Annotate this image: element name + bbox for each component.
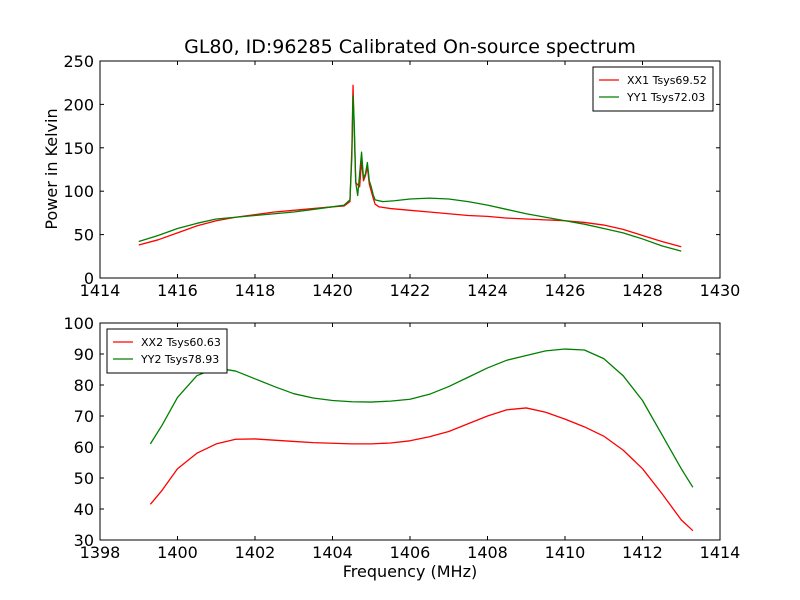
x-tick-label: 1414 [80, 281, 121, 300]
top-panel: 1414 1416 1418 1420 1422 1424 1426 1428 1430 0 50 1… [63, 52, 740, 300]
y-tick-label: 40 [74, 500, 94, 519]
y-tick-label: 30 [74, 531, 94, 550]
x-tick-label: 1428 [622, 281, 663, 300]
top-y-axis-label: Power in Kelvin [42, 108, 61, 229]
x-tick-label: 1412 [622, 543, 663, 562]
legend-label: YY2 Tsys78.93 [140, 353, 219, 366]
y-tick-label: 100 [63, 314, 94, 333]
legend-box [106, 328, 228, 374]
legend: XX2 Tsys60.63 YY2 Tsys78.93 [106, 328, 228, 374]
legend-label: XX2 Tsys60.63 [141, 336, 221, 349]
x-tick-label: 1418 [235, 281, 276, 300]
x-tick-label: 1426 [545, 281, 586, 300]
bottom-x-axis-label: Frequency (MHz) [343, 562, 477, 581]
x-tick-label: 1414 [700, 543, 741, 562]
legend: XX1 Tsys69.52 YY1 Tsys72.03 [592, 66, 714, 112]
y-tick-label: 150 [63, 139, 94, 158]
x-tick-label: 1422 [390, 281, 431, 300]
series-line [149, 407, 694, 532]
chart-title: GL80, ID:96285 Calibrated On-source spec… [184, 36, 636, 58]
y-tick-label: 90 [74, 345, 94, 364]
x-tick-label: 1402 [235, 543, 276, 562]
legend-box [592, 66, 714, 112]
x-tick-label: 1398 [80, 543, 121, 562]
x-tick-label: 1416 [157, 281, 198, 300]
axes-frame [99, 60, 721, 279]
y-tick-label: 0 [84, 269, 94, 288]
y-tick-label: 200 [63, 95, 94, 114]
bottom-panel: 1398 1400 1402 1404 1406 1408 1410 1412 1414 30 40… [63, 314, 740, 562]
x-tick-label: 1420 [312, 281, 353, 300]
y-tick-label: 60 [74, 438, 94, 457]
series-line [149, 348, 694, 488]
x-tick-label: 1424 [467, 281, 508, 300]
legend-label: XX1 Tsys69.52 [627, 74, 707, 87]
x-tick-label: 1400 [157, 543, 198, 562]
legend-label: YY1 Tsys72.03 [626, 91, 705, 104]
y-tick-label: 50 [74, 226, 94, 245]
x-tick-label: 1404 [312, 543, 353, 562]
series-line [138, 95, 682, 252]
x-tick-label: 1410 [545, 543, 586, 562]
y-tick-label: 80 [74, 376, 94, 395]
axes-frame [99, 322, 721, 541]
y-tick-label: 250 [63, 52, 94, 71]
x-tick-label: 1408 [467, 543, 508, 562]
y-tick-label: 70 [74, 407, 94, 426]
x-tick-label: 1406 [390, 543, 431, 562]
y-tick-label: 100 [63, 182, 94, 201]
x-tick-label: 1430 [700, 281, 741, 300]
y-tick-label: 50 [74, 469, 94, 488]
